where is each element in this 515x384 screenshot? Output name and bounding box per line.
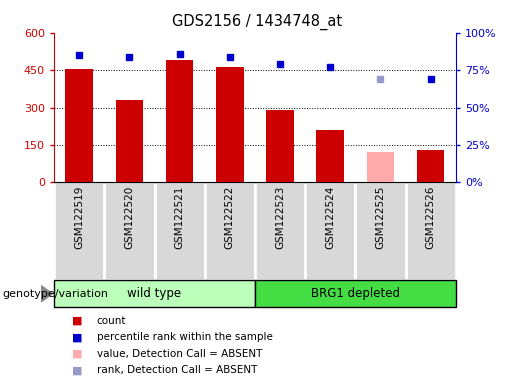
Bar <box>216 67 244 182</box>
Text: ■: ■ <box>72 316 82 326</box>
Bar <box>104 182 154 280</box>
Text: count: count <box>97 316 126 326</box>
Text: wild type: wild type <box>127 287 182 300</box>
Text: ■: ■ <box>72 332 82 342</box>
Bar <box>405 182 456 280</box>
Bar <box>154 182 205 280</box>
Text: percentile rank within the sample: percentile rank within the sample <box>97 332 273 342</box>
Text: ■: ■ <box>72 365 82 375</box>
Polygon shape <box>41 286 53 302</box>
Bar <box>115 100 143 182</box>
Bar <box>255 280 456 307</box>
Text: BRG1 depleted: BRG1 depleted <box>311 287 400 300</box>
Bar <box>54 280 255 307</box>
Bar <box>355 182 405 280</box>
Bar <box>305 182 355 280</box>
Text: rank, Detection Call = ABSENT: rank, Detection Call = ABSENT <box>97 365 257 375</box>
Bar <box>255 182 305 280</box>
Text: GSM122519: GSM122519 <box>74 185 84 249</box>
Text: ■: ■ <box>72 349 82 359</box>
Bar <box>166 60 194 182</box>
Bar <box>54 182 104 280</box>
Text: GDS2156 / 1434748_at: GDS2156 / 1434748_at <box>173 13 342 30</box>
Text: genotype/variation: genotype/variation <box>3 289 109 299</box>
Text: value, Detection Call = ABSENT: value, Detection Call = ABSENT <box>97 349 262 359</box>
Text: GSM122522: GSM122522 <box>225 185 235 249</box>
Text: GSM122526: GSM122526 <box>426 185 436 249</box>
Bar <box>65 69 93 182</box>
Text: GSM122525: GSM122525 <box>375 185 385 249</box>
Text: GSM122520: GSM122520 <box>125 185 134 248</box>
Bar <box>266 110 294 182</box>
Bar <box>316 130 344 182</box>
Bar <box>367 152 394 182</box>
Text: GSM122523: GSM122523 <box>275 185 285 249</box>
Text: GSM122524: GSM122524 <box>325 185 335 249</box>
Bar <box>204 182 255 280</box>
Bar <box>417 150 444 182</box>
Text: GSM122521: GSM122521 <box>175 185 184 249</box>
